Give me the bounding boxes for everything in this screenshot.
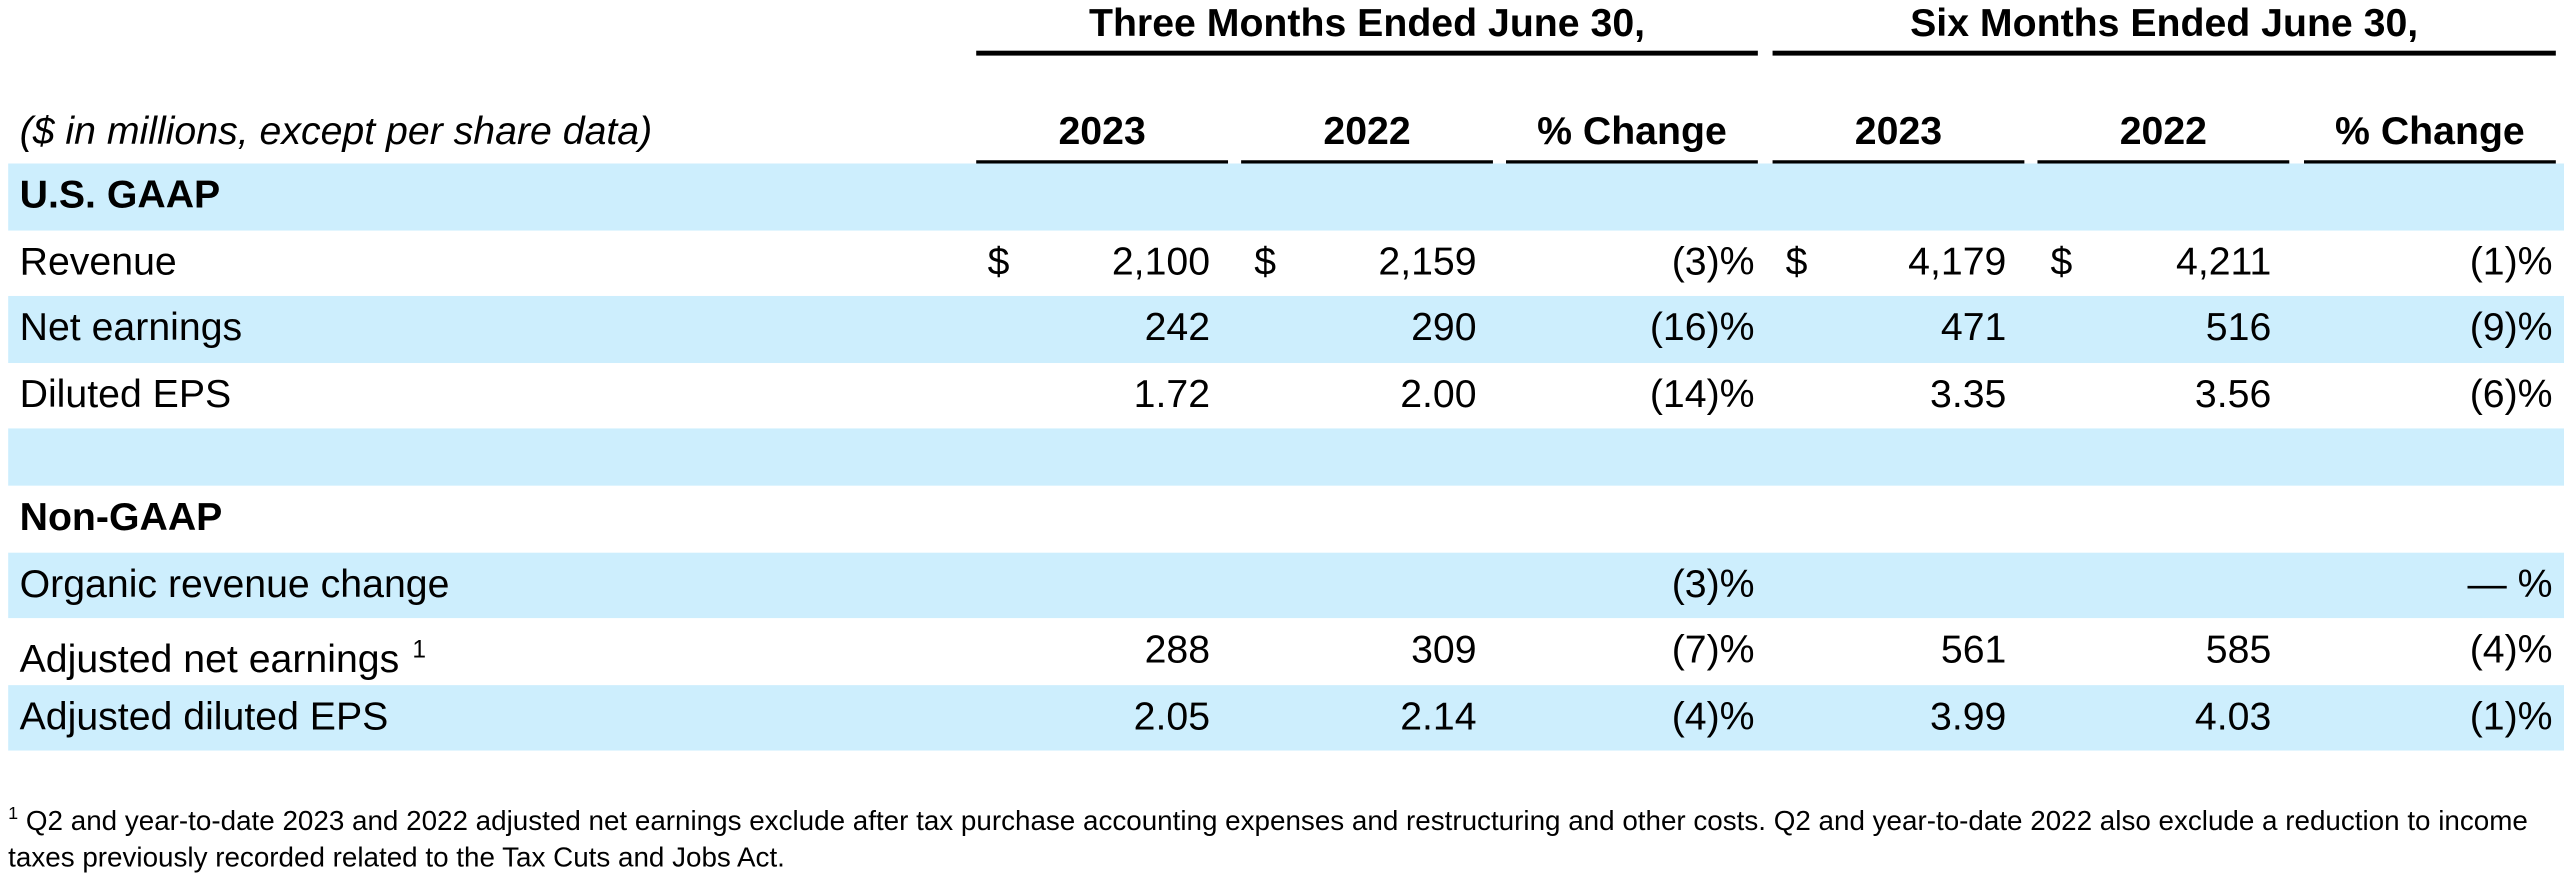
currency-symbol: $ [1785, 239, 1808, 284]
column-header: 2023 [1854, 109, 1943, 154]
column-rule [1772, 160, 2025, 166]
cell-value: (6)% [2469, 372, 2553, 417]
column-header: % Change [2335, 109, 2525, 154]
group-header: Six Months Ended June 30, [1910, 1, 2419, 46]
cell-value: (1)% [2469, 239, 2553, 284]
row-band [8, 551, 2564, 619]
column-rule [1241, 160, 1493, 166]
cell-value: (7)% [1671, 627, 1755, 673]
footnote: 1 Q2 and year-to-date 2023 and 2022 adju… [8, 796, 2559, 876]
row-band [8, 684, 2564, 751]
column-header: 2022 [1323, 109, 1411, 154]
cell-value: 3.35 [1929, 372, 2007, 417]
cell-value: 2,159 [1378, 239, 1477, 284]
cell-value: — % [2467, 561, 2553, 606]
section-title: U.S. GAAP [19, 173, 221, 218]
spacer-band [8, 428, 2564, 486]
row-label: Organic revenue change [19, 561, 450, 606]
column-rule [2037, 160, 2290, 166]
cell-value: 585 [2205, 627, 2272, 673]
footnote-marker: 1 [8, 804, 19, 825]
cell-value: (1)% [2469, 694, 2553, 739]
cell-value: (9)% [2469, 305, 2553, 350]
cell-value: (4)% [2469, 627, 2553, 673]
cell-value: 3.56 [2194, 372, 2272, 417]
currency-symbol: $ [987, 239, 1010, 284]
section-title: Non-GAAP [19, 495, 223, 540]
group-rule [976, 50, 1758, 56]
label-note: 1 [412, 636, 426, 664]
cell-value: 2.14 [1400, 694, 1477, 739]
row-label: Revenue [19, 239, 177, 284]
cell-value: (3)% [1671, 239, 1755, 284]
row-band [8, 295, 2564, 363]
footnote-text: Q2 and year-to-date 2023 and 2022 adjust… [8, 805, 2528, 873]
cell-value: 2,100 [1111, 239, 1211, 284]
currency-symbol: $ [2050, 239, 2073, 284]
cell-value: (3)% [1671, 561, 1755, 606]
row-band [8, 163, 2564, 230]
cell-value: 4.03 [2194, 694, 2272, 739]
cell-value: 288 [1144, 627, 1211, 673]
group-rule [1772, 50, 2556, 56]
column-header: 2023 [1058, 109, 1146, 154]
cell-value: 2.05 [1133, 694, 1211, 739]
column-rule [1506, 160, 1758, 166]
cell-value: 516 [2205, 305, 2272, 350]
cell-value: 561 [1940, 627, 2007, 673]
column-rule [2303, 160, 2556, 166]
cell-value: 4,211 [2175, 239, 2272, 284]
row-label: Net earnings [19, 305, 243, 350]
group-header: Three Months Ended June 30, [1088, 1, 1646, 46]
cell-value: 2.00 [1400, 372, 1477, 417]
cell-value: 3.99 [1929, 694, 2007, 739]
cell-value: (16)% [1649, 305, 1755, 350]
cell-value: 309 [1411, 627, 1477, 673]
row-label: Adjusted net earnings 1 [19, 636, 426, 682]
cell-value: 471 [1940, 305, 2007, 350]
column-header: 2022 [2119, 109, 2208, 154]
currency-symbol: $ [1254, 239, 1277, 284]
cell-value: 4,179 [1908, 239, 2007, 284]
cell-value: 1.72 [1133, 372, 1211, 417]
units-note: ($ in millions, except per share data) [19, 109, 653, 154]
cell-value: 290 [1411, 305, 1477, 350]
row-label: Adjusted diluted EPS [19, 694, 389, 739]
column-rule [976, 160, 1229, 166]
column-header: % Change [1537, 109, 1727, 154]
cell-value: 242 [1144, 305, 1211, 350]
cell-value: (4)% [1671, 694, 1755, 739]
row-label: Diluted EPS [19, 372, 232, 417]
cell-value: (14)% [1649, 372, 1755, 417]
